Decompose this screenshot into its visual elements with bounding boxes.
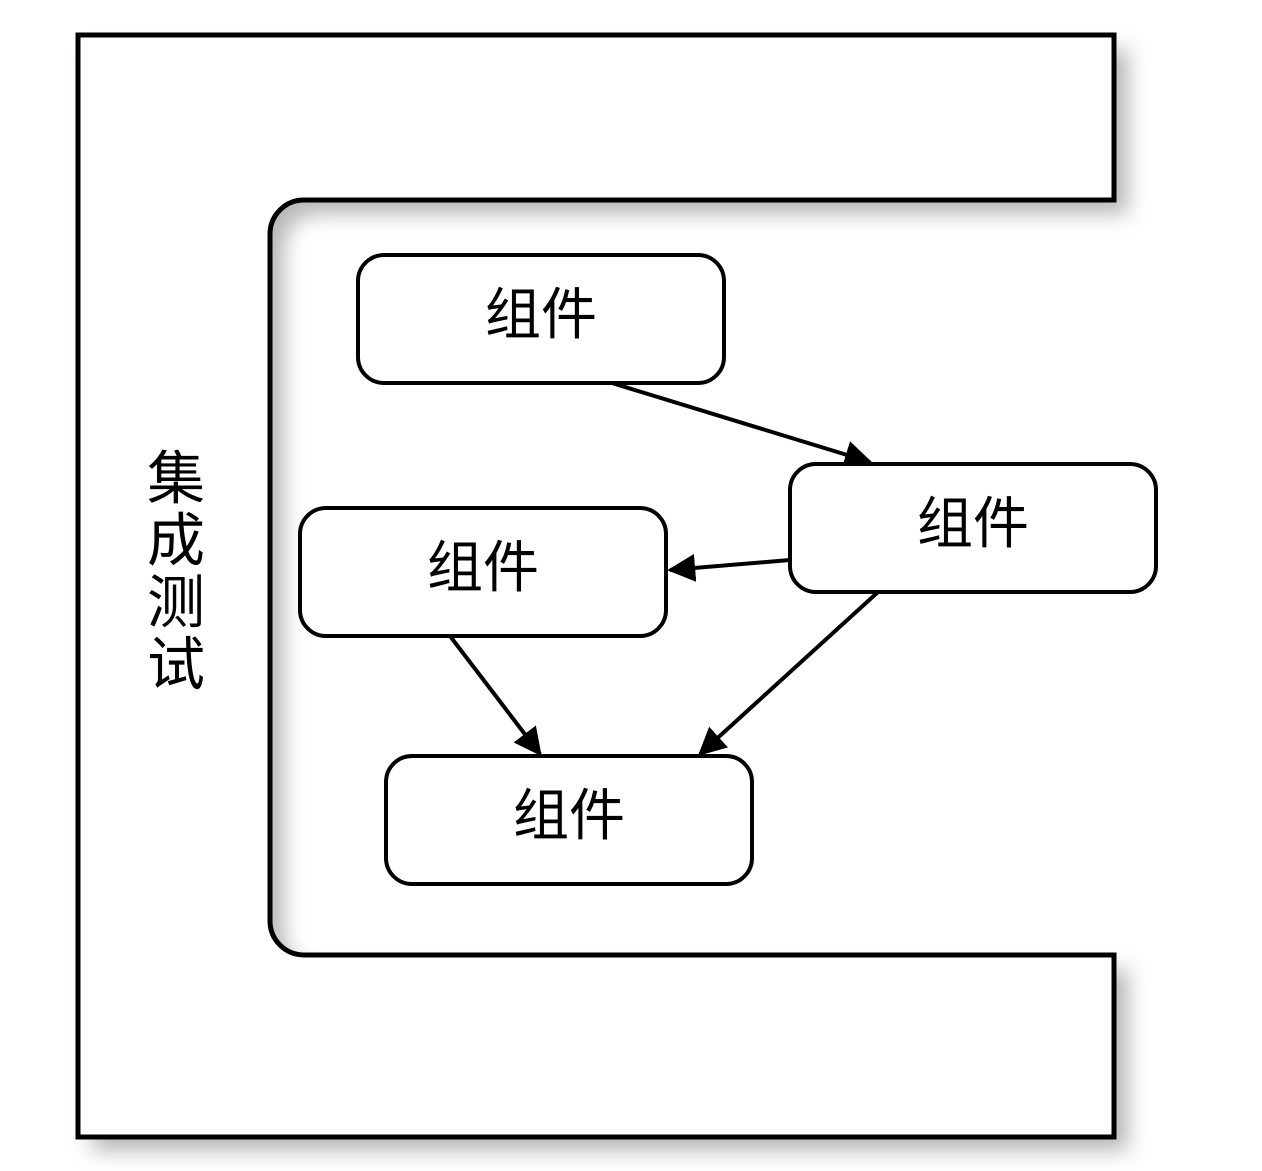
component-node: 组件 [790,464,1156,592]
flow-arrow [700,592,878,754]
flow-arrow [670,560,790,570]
component-node-label: 组件 [427,538,539,600]
flow-arrow [612,383,870,462]
flow-arrow [450,636,540,754]
component-node: 组件 [300,508,666,636]
diagram-canvas: 集成测试 组件组件组件组件 [0,0,1262,1171]
component-node: 组件 [358,255,724,383]
side-label-char: 试 [147,632,205,697]
component-node-label: 组件 [485,285,597,347]
component-node-label: 组件 [917,494,1029,556]
component-node: 组件 [386,756,752,884]
component-node-label: 组件 [513,786,625,848]
side-label-char: 成 [147,508,205,573]
side-label-char: 测 [147,570,205,635]
side-label-char: 集 [147,446,205,511]
